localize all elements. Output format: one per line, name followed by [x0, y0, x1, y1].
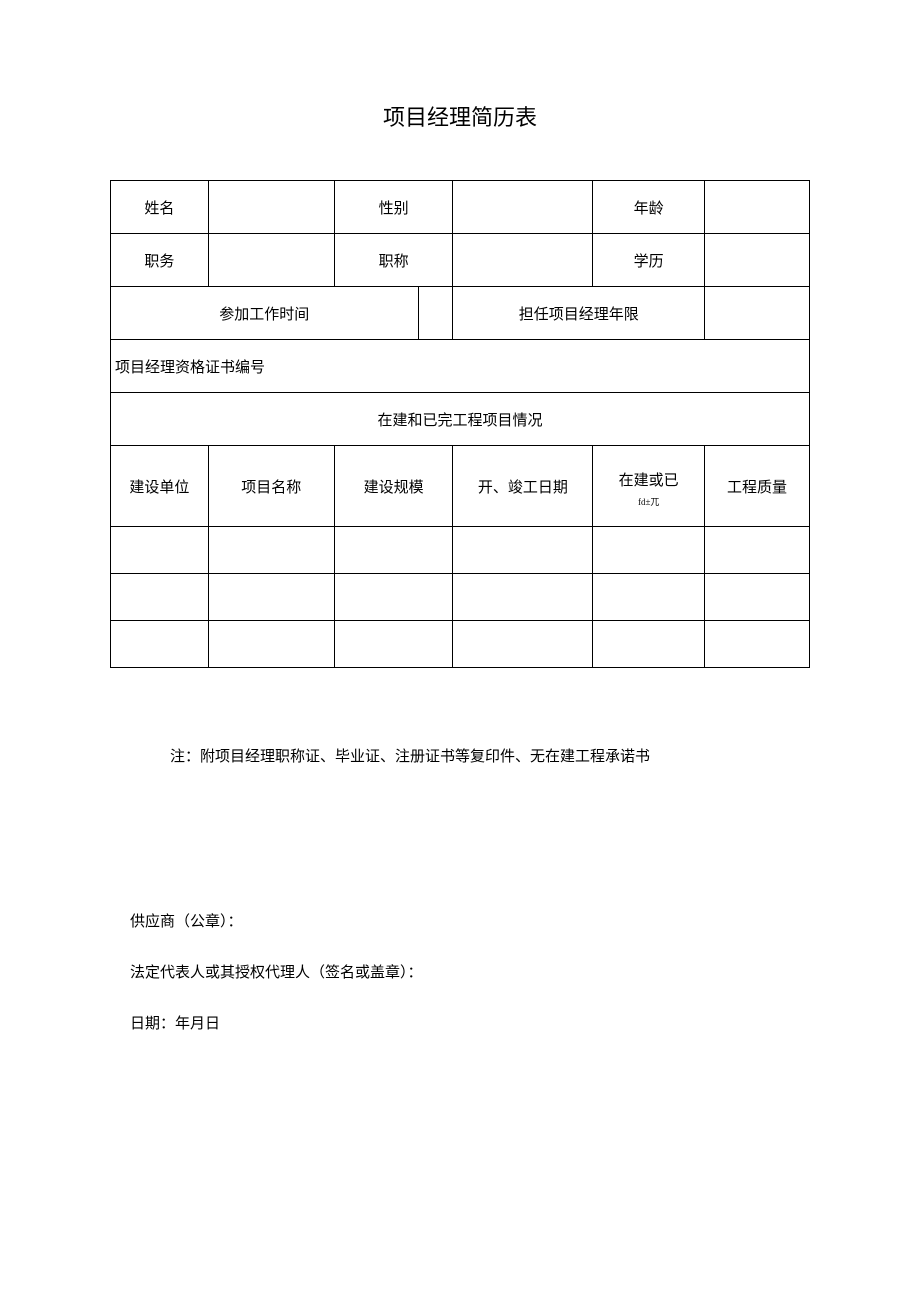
value-gender [453, 181, 593, 234]
legal-rep-line: 法定代表人或其授权代理人（签名或盖章）： [130, 948, 810, 999]
cell [453, 621, 593, 668]
cell [593, 574, 705, 621]
resume-table: 姓名 性别 年龄 职务 职称 学历 参加工作时间 担任项目经理年限 项目经理资格… [110, 180, 810, 668]
value-age [705, 181, 810, 234]
cell [208, 621, 334, 668]
label-age: 年龄 [593, 181, 705, 234]
cell [334, 621, 453, 668]
value-name [208, 181, 334, 234]
cell [593, 621, 705, 668]
table-row: 职务 职称 学历 [111, 234, 810, 287]
value-pm-years [705, 287, 810, 340]
value-education [705, 234, 810, 287]
cell [453, 574, 593, 621]
cell [111, 574, 209, 621]
cell [705, 527, 810, 574]
table-row: 在建和已完工程项目情况 [111, 393, 810, 446]
cell [705, 621, 810, 668]
label-name: 姓名 [111, 181, 209, 234]
label-pm-years: 担任项目经理年限 [453, 287, 705, 340]
col-status: 在建或已 fd±兀 [593, 446, 705, 527]
col-dates: 开、竣工日期 [453, 446, 593, 527]
cell [334, 527, 453, 574]
value-position [208, 234, 334, 287]
col-construction-unit: 建设单位 [111, 446, 209, 527]
col-scale: 建设规模 [334, 446, 453, 527]
table-row: 参加工作时间 担任项目经理年限 [111, 287, 810, 340]
label-education: 学历 [593, 234, 705, 287]
table-row [111, 574, 810, 621]
cell [334, 574, 453, 621]
section-header: 在建和已完工程项目情况 [111, 393, 810, 446]
label-work-start: 参加工作时间 [111, 287, 419, 340]
table-row [111, 621, 810, 668]
cell [208, 574, 334, 621]
cell [111, 621, 209, 668]
label-gender: 性别 [334, 181, 453, 234]
cell [705, 574, 810, 621]
cell [593, 527, 705, 574]
value-title [453, 234, 593, 287]
table-row: 建设单位 项目名称 建设规模 开、竣工日期 在建或已 fd±兀 工程质量 [111, 446, 810, 527]
cell [453, 527, 593, 574]
page-title: 项目经理简历表 [110, 100, 810, 132]
label-cert-no: 项目经理资格证书编号 [111, 340, 810, 393]
col-project-name: 项目名称 [208, 446, 334, 527]
cell [208, 527, 334, 574]
label-position: 职务 [111, 234, 209, 287]
note-text: 注：附项目经理职称证、毕业证、注册证书等复印件、无在建工程承诺书 [170, 738, 810, 777]
col-status-line2: fd±兀 [638, 498, 659, 508]
table-row: 姓名 性别 年龄 [111, 181, 810, 234]
col-status-line1: 在建或已 [619, 465, 679, 498]
date-line: 日期：年月日 [130, 999, 810, 1050]
cell [111, 527, 209, 574]
table-row [111, 527, 810, 574]
col-quality: 工程质量 [705, 446, 810, 527]
supplier-line: 供应商（公章）： [130, 897, 810, 948]
label-title: 职称 [334, 234, 453, 287]
value-work-start [418, 287, 453, 340]
table-row: 项目经理资格证书编号 [111, 340, 810, 393]
